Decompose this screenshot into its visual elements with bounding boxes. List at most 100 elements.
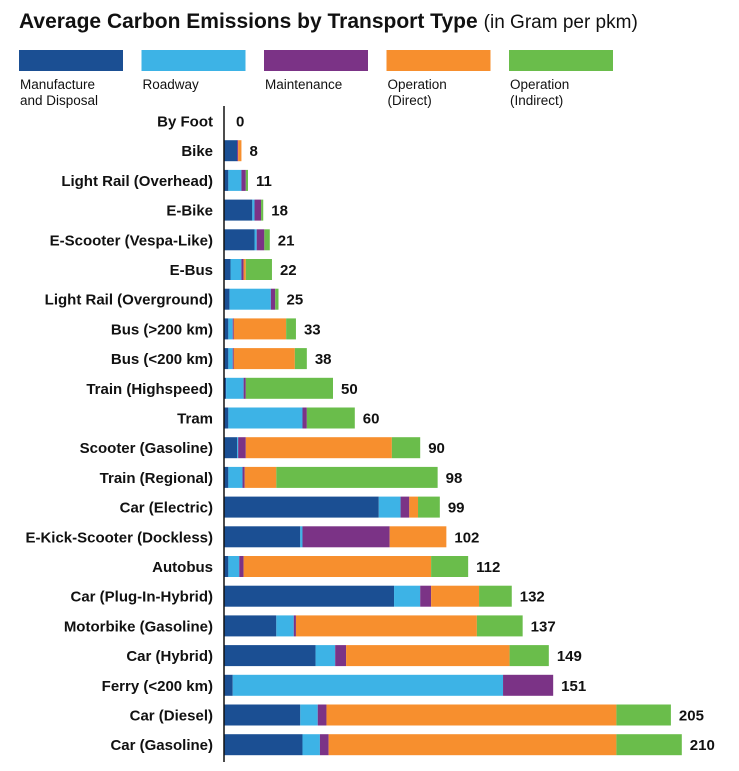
bar-e-scooter-vespa-like-maintenance [256,229,265,251]
total-label-e-bus: 22 [280,262,297,279]
bar-e-kick-scooter-dockless-roadway [300,526,303,548]
legend-label-operation-indirect: Operation (Indirect) [510,77,569,108]
total-label-bike: 8 [249,143,257,160]
category-label-e-scooter-vespa-like: E-Scooter (Vespa-Like) [50,232,213,249]
total-label-scooter-gasoline: 90 [428,440,445,457]
chart-title-main: Average Carbon Emissions by Transport Ty… [19,10,478,33]
bar-car-electric-roadway [378,496,401,518]
bar-bus-200-km-operation-direct [233,348,295,370]
bar-car-gasoline-operation-indirect [616,734,682,756]
legend-swatch-operation-indirect [509,50,613,71]
bar-car-diesel-manufacture-and-disposal [224,704,301,726]
bar-e-bus-manufacture-and-disposal [224,259,231,280]
bar-light-rail-overground-manufacture-and-disposal [224,288,230,310]
bar-e-bus-roadway [230,259,242,280]
category-label-bike: Bike [181,143,213,160]
bar-car-electric-maintenance [400,496,410,518]
bar-bus-200-km-operation-indirect [286,318,296,340]
bar-car-electric-operation-indirect [418,496,440,518]
total-label-car-plug-in-hybrid: 132 [520,589,545,606]
bar-ferry-200-km-roadway [232,674,504,696]
legend-swatch-manufacture-and-disposal [19,50,123,71]
category-label-train-regional: Train (Regional) [100,470,213,487]
legend-swatch-operation-direct [386,50,491,71]
category-label-train-highspeed: Train (Highspeed) [86,381,213,398]
bar-autobus-maintenance [239,556,244,577]
category-label-motorbike-gasoline: Motorbike (Gasoline) [64,618,213,635]
category-label-car-gasoline: Car (Gasoline) [110,737,213,754]
bar-tram-operation-indirect [306,407,355,429]
bar-ferry-200-km-maintenance [503,674,554,696]
total-label-bus-200-km: 33 [304,321,321,338]
bar-e-bike-maintenance [254,199,262,221]
bar-motorbike-gasoline-operation-indirect [476,615,523,637]
bar-train-highspeed-operation-indirect [245,377,333,399]
category-label-scooter-gasoline: Scooter (Gasoline) [80,440,213,457]
bar-light-rail-overhead-maintenance [241,169,246,191]
chart-title: Average Carbon Emissions by Transport Ty… [19,10,638,33]
bar-tram-roadway [228,407,303,429]
bar-car-hybrid-roadway [315,645,336,667]
legend-label-operation-direct: Operation (Direct) [388,77,447,108]
total-label-car-hybrid: 149 [557,648,582,665]
bar-car-diesel-maintenance [317,704,327,726]
bar-ferry-200-km-manufacture-and-disposal [224,674,233,696]
category-label-light-rail-overhead: Light Rail (Overhead) [61,173,213,190]
bar-bike-operation-direct [238,140,242,162]
bar-light-rail-overground-roadway [229,288,271,310]
bar-tram-maintenance [302,407,307,429]
total-label-motorbike-gasoline: 137 [531,618,556,635]
bar-car-gasoline-maintenance [319,734,329,756]
category-label-tram: Tram [177,411,213,428]
bar-light-rail-overhead-operation-indirect [245,169,248,191]
total-label-light-rail-overground: 25 [287,292,304,309]
bar-e-scooter-vespa-like-roadway [254,229,257,251]
total-label-car-diesel: 205 [679,708,704,725]
category-label-ferry-200-km: Ferry (<200 km) [102,678,213,695]
bar-car-electric-manufacture-and-disposal [224,496,379,518]
total-label-ferry-200-km: 151 [561,678,586,695]
total-label-train-highspeed: 50 [341,381,358,398]
bar-light-rail-overground-operation-indirect [275,288,279,310]
bar-bike-maintenance [237,140,239,162]
total-label-tram: 60 [363,411,380,428]
bar-e-scooter-vespa-like-manufacture-and-disposal [224,229,255,251]
bar-train-regional-maintenance [242,466,245,488]
bar-e-kick-scooter-dockless-operation-direct [389,526,447,548]
bar-train-regional-roadway [228,466,243,488]
bar-autobus-operation-direct [243,556,432,577]
total-label-train-regional: 98 [446,470,463,487]
category-label-by-foot: By Foot [157,114,213,131]
bar-e-kick-scooter-dockless-manufacture-and-disposal [224,526,301,548]
legend-swatch-maintenance [264,50,368,71]
bar-autobus-manufacture-and-disposal [224,556,229,577]
bar-tram-manufacture-and-disposal [224,407,229,429]
bar-light-rail-overhead-manufacture-and-disposal [224,169,229,191]
total-label-e-scooter-vespa-like: 21 [278,232,295,249]
bar-bus-200-km-maintenance [232,348,234,370]
category-label-car-plug-in-hybrid: Car (Plug-In-Hybrid) [71,589,214,606]
bar-car-gasoline-operation-direct [328,734,617,756]
category-label-car-diesel: Car (Diesel) [130,708,213,725]
bar-bike-manufacture-and-disposal [224,140,238,162]
bar-bus-200-km-operation-direct [233,318,287,340]
bar-scooter-gasoline-manufacture-and-disposal [224,437,238,459]
bar-car-gasoline-roadway [302,734,320,756]
bar-bus-200-km-operation-indirect [294,348,307,370]
category-label-car-electric: Car (Electric) [120,500,213,517]
bar-train-highspeed-roadway [226,377,244,399]
bar-e-bus-operation-direct [243,259,246,280]
bar-e-bus-operation-indirect [245,259,272,280]
category-label-autobus: Autobus [152,559,213,576]
bar-e-bike-operation-indirect [261,199,264,221]
bar-autobus-roadway [228,556,240,577]
bar-train-regional-manufacture-and-disposal [224,466,229,488]
bar-light-rail-overground-maintenance [270,288,276,310]
total-label-autobus: 112 [476,559,500,576]
bar-bus-200-km-manufacture-and-disposal [224,318,229,340]
bar-scooter-gasoline-operation-indirect [391,437,421,459]
category-label-e-kick-scooter-dockless: E-Kick-Scooter (Dockless) [25,529,213,546]
bar-e-bus-maintenance [241,259,244,280]
total-label-bus-200-km: 38 [315,351,332,368]
